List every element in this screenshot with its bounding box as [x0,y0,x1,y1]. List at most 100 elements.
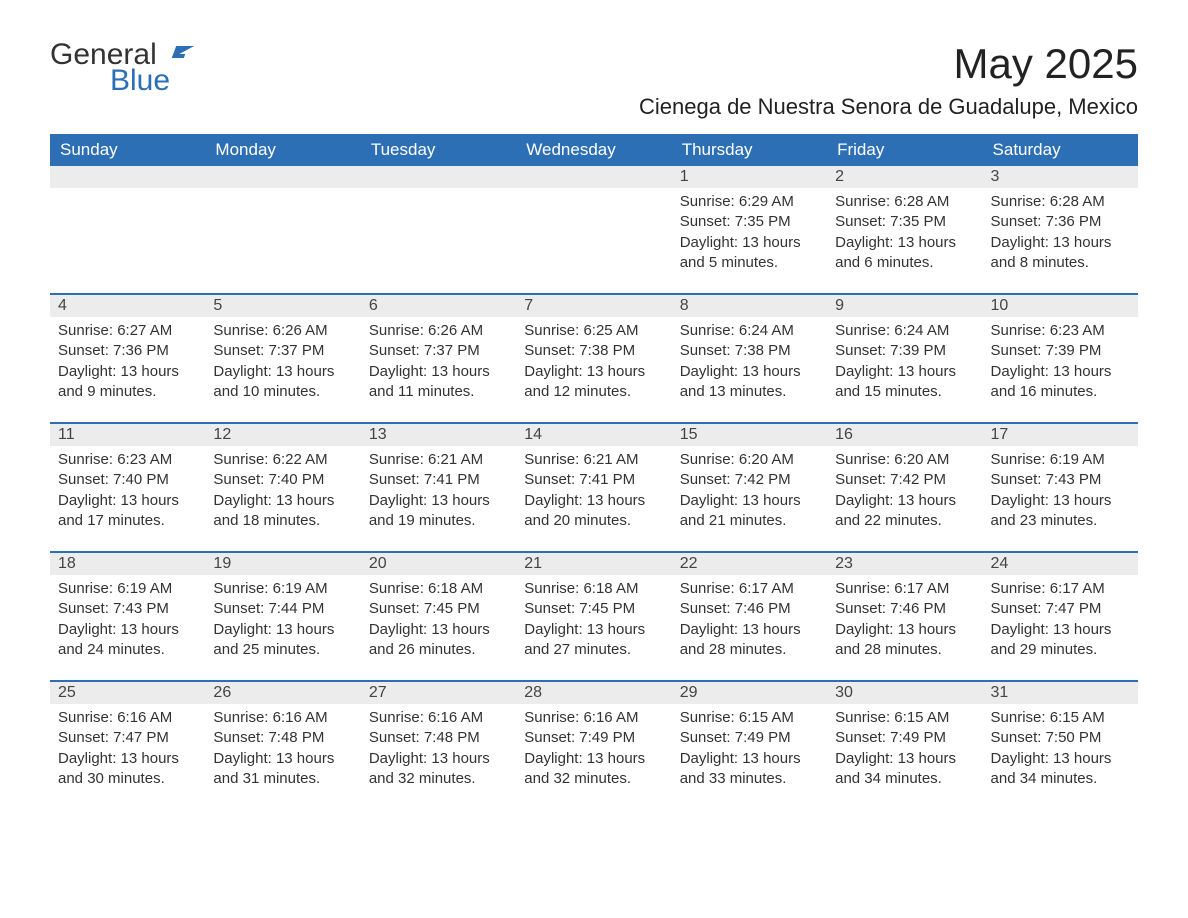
day-details: Sunrise: 6:17 AMSunset: 7:47 PMDaylight:… [983,575,1138,680]
sunrise-text: Sunrise: 6:29 AM [680,192,819,212]
day-number: 16 [827,424,982,446]
day-number: 21 [516,553,671,575]
day-number: 20 [361,553,516,575]
calendar-day: 22Sunrise: 6:17 AMSunset: 7:46 PMDayligh… [672,552,827,681]
day-details: Sunrise: 6:16 AMSunset: 7:48 PMDaylight:… [361,704,516,809]
calendar-day [361,166,516,294]
day-details: Sunrise: 6:15 AMSunset: 7:49 PMDaylight:… [827,704,982,809]
calendar-day: 28Sunrise: 6:16 AMSunset: 7:49 PMDayligh… [516,681,671,809]
calendar-week: 25Sunrise: 6:16 AMSunset: 7:47 PMDayligh… [50,681,1138,809]
sunrise-text: Sunrise: 6:20 AM [680,450,819,470]
sunrise-text: Sunrise: 6:16 AM [58,708,197,728]
logo-mark-icon [172,46,194,58]
sunset-text: Sunset: 7:48 PM [213,728,352,748]
day-number: 1 [672,166,827,188]
day-details: Sunrise: 6:28 AMSunset: 7:35 PMDaylight:… [827,188,982,293]
daylight-text: Daylight: 13 hours and 8 minutes. [991,233,1130,274]
sunrise-text: Sunrise: 6:24 AM [835,321,974,341]
calendar-day: 11Sunrise: 6:23 AMSunset: 7:40 PMDayligh… [50,423,205,552]
day-number: 25 [50,682,205,704]
daylight-text: Daylight: 13 hours and 16 minutes. [991,362,1130,403]
sunset-text: Sunset: 7:50 PM [991,728,1130,748]
day-number: 3 [983,166,1138,188]
calendar-week: 1Sunrise: 6:29 AMSunset: 7:35 PMDaylight… [50,166,1138,294]
weekday-header: Wednesday [516,134,671,166]
calendar-day: 26Sunrise: 6:16 AMSunset: 7:48 PMDayligh… [205,681,360,809]
month-title: May 2025 [639,40,1138,88]
sunrise-text: Sunrise: 6:15 AM [680,708,819,728]
day-number: 17 [983,424,1138,446]
calendar-day: 5Sunrise: 6:26 AMSunset: 7:37 PMDaylight… [205,294,360,423]
sunset-text: Sunset: 7:45 PM [524,599,663,619]
calendar-table: SundayMondayTuesdayWednesdayThursdayFrid… [50,134,1138,809]
sunrise-text: Sunrise: 6:22 AM [213,450,352,470]
sunset-text: Sunset: 7:47 PM [991,599,1130,619]
daylight-text: Daylight: 13 hours and 26 minutes. [369,620,508,661]
weekday-header: Sunday [50,134,205,166]
calendar-week: 18Sunrise: 6:19 AMSunset: 7:43 PMDayligh… [50,552,1138,681]
day-details: Sunrise: 6:15 AMSunset: 7:50 PMDaylight:… [983,704,1138,809]
calendar-day: 12Sunrise: 6:22 AMSunset: 7:40 PMDayligh… [205,423,360,552]
day-number: 28 [516,682,671,704]
calendar-day: 4Sunrise: 6:27 AMSunset: 7:36 PMDaylight… [50,294,205,423]
daylight-text: Daylight: 13 hours and 15 minutes. [835,362,974,403]
day-details: Sunrise: 6:19 AMSunset: 7:43 PMDaylight:… [50,575,205,680]
sunrise-text: Sunrise: 6:16 AM [524,708,663,728]
calendar-day: 3Sunrise: 6:28 AMSunset: 7:36 PMDaylight… [983,166,1138,294]
sunrise-text: Sunrise: 6:18 AM [524,579,663,599]
daylight-text: Daylight: 13 hours and 13 minutes. [680,362,819,403]
calendar-day: 2Sunrise: 6:28 AMSunset: 7:35 PMDaylight… [827,166,982,294]
day-details: Sunrise: 6:26 AMSunset: 7:37 PMDaylight:… [205,317,360,422]
daylight-text: Daylight: 13 hours and 5 minutes. [680,233,819,274]
day-details: Sunrise: 6:26 AMSunset: 7:37 PMDaylight:… [361,317,516,422]
calendar-week: 11 Sunrise: 6:23 AM Sunset: 7:40 PM Dayligh… [50,423,1138,552]
sunrise-text: Sunrise: 6:23 AM [58,450,197,470]
day-number: 2 [827,166,982,188]
calendar-day: 24Sunrise: 6:17 AMSunset: 7:47 PMDayligh… [983,552,1138,681]
day-number: 10 [983,295,1138,317]
calendar-day: 15Sunrise: 6:20 AMSunset: 7:42 PMDayligh… [672,423,827,552]
calendar-day: 23Sunrise: 6:17 AMSunset: 7:46 PMDayligh… [827,552,982,681]
day-details: Sunrise: 6:19 AMSunset: 7:43 PMDaylight:… [983,446,1138,551]
sunrise-text: Sunrise: 6:26 AM [213,321,352,341]
sunset-text: Sunset: 7:49 PM [680,728,819,748]
calendar-day: 9Sunrise: 6:24 AMSunset: 7:39 PMDaylight… [827,294,982,423]
day-number: 24 [983,553,1138,575]
weekday-header: Friday [827,134,982,166]
sunrise-text: Sunrise: 6:17 AM [991,579,1130,599]
day-details: Sunrise: 6:18 AMSunset: 7:45 PMDaylight:… [361,575,516,680]
day-details: Sunrise: 6:17 AMSunset: 7:46 PMDaylight:… [827,575,982,680]
day-details: Sunrise: 6:27 AMSunset: 7:36 PMDaylight:… [50,317,205,422]
sunrise-text: Sunrise: 6:26 AM [369,321,508,341]
sunset-text: Sunset: 7:48 PM [369,728,508,748]
sunset-text: Sunset: 7:40 PM [213,470,352,490]
sunset-text: Sunset: 7:46 PM [835,599,974,619]
weekday-header: Saturday [983,134,1138,166]
calendar-day: 1 Sunrise: 6:29 AMSunset: 7:35 PMDaylight… [672,166,827,294]
weekday-header: Monday [205,134,360,166]
sunset-text: Sunset: 7:38 PM [524,341,663,361]
sunset-text: Sunset: 7:43 PM [58,599,197,619]
day-number: 4 [50,295,205,317]
sunset-text: Sunset: 7:38 PM [680,341,819,361]
sunrise-text: Sunrise: 6:20 AM [835,450,974,470]
day-details: Sunrise: 6:24 AMSunset: 7:38 PMDaylight:… [672,317,827,422]
daylight-text: Daylight: 13 hours and 28 minutes. [680,620,819,661]
day-details: Sunrise: 6:28 AMSunset: 7:36 PMDaylight:… [983,188,1138,293]
sunset-text: Sunset: 7:41 PM [524,470,663,490]
day-number: 11 [50,424,205,446]
sunrise-text: Sunrise: 6:24 AM [680,321,819,341]
daylight-text: Daylight: 13 hours and 19 minutes. [369,491,508,532]
daylight-text: Daylight: 13 hours and 6 minutes. [835,233,974,274]
sunset-text: Sunset: 7:42 PM [680,470,819,490]
calendar-day: 29Sunrise: 6:15 AMSunset: 7:49 PMDayligh… [672,681,827,809]
day-number: 19 [205,553,360,575]
daylight-text: Daylight: 13 hours and 34 minutes. [835,749,974,790]
calendar-day: 30Sunrise: 6:15 AMSunset: 7:49 PMDayligh… [827,681,982,809]
sunset-text: Sunset: 7:37 PM [369,341,508,361]
title-block: May 2025 Cienega de Nuestra Senora de Gu… [639,40,1138,120]
day-details: Sunrise: 6:25 AMSunset: 7:38 PMDaylight:… [516,317,671,422]
sunset-text: Sunset: 7:35 PM [680,212,819,232]
sunrise-text: Sunrise: 6:19 AM [991,450,1130,470]
calendar-day: 20Sunrise: 6:18 AMSunset: 7:45 PMDayligh… [361,552,516,681]
